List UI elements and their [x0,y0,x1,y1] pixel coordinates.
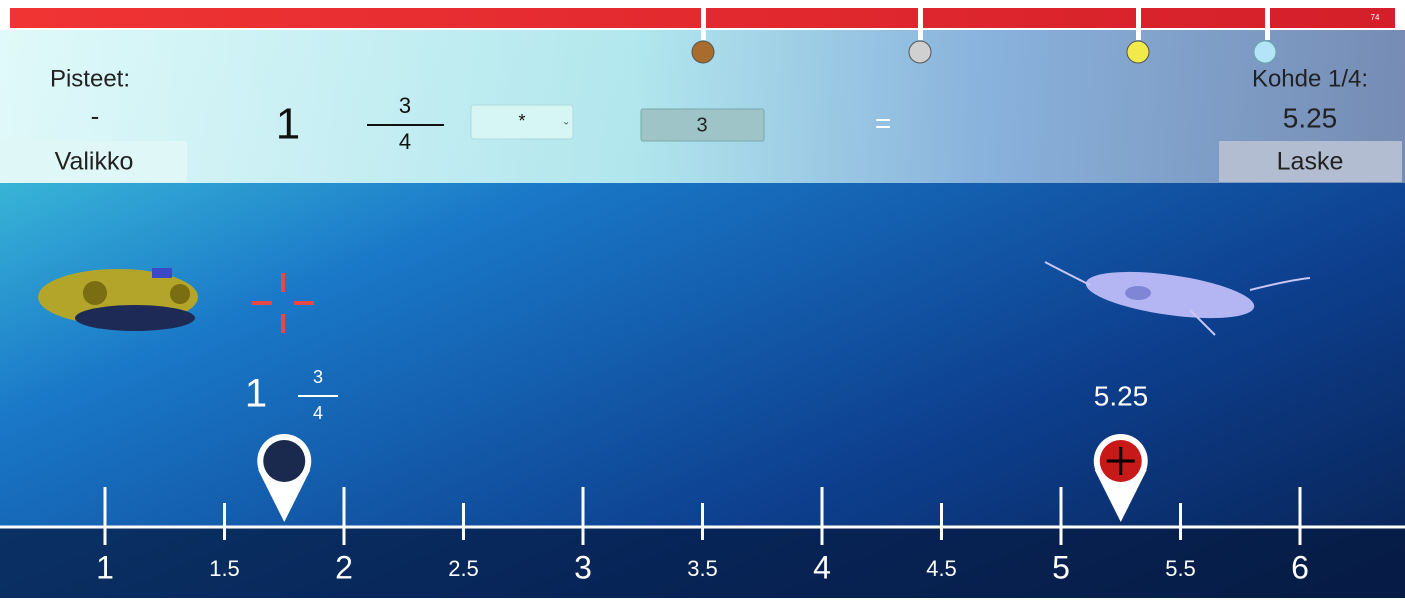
target-value-label: 5.25 [1094,380,1149,411]
calculate-button-label[interactable]: Laske [1277,148,1344,176]
denominator: 4 [399,129,411,154]
target-label: Kohde 1/4: [1252,65,1368,92]
player-numerator: 3 [313,367,323,387]
tick-label: 3 [574,549,592,585]
tick-label: 2 [335,549,353,585]
diamond-medal [1254,41,1276,63]
menu-button-label[interactable]: Valikko [55,148,134,176]
operator[interactable]: * [518,111,525,131]
whole: 1 [276,100,300,149]
player-denominator: 4 [313,403,323,423]
page: 74 Pisteet: - Valikko 1 3 4 * ⌄ 3 = Kohd… [0,0,1405,598]
dropdown-arrow: ⌄ [562,117,570,128]
tick-label: 2.5 [448,556,479,581]
tick-label: 4.5 [926,556,957,581]
gold-medal [1127,41,1149,63]
equals: = [875,107,891,138]
progress-label: 74 [1371,13,1380,22]
score-label: Pisteet: [50,65,130,92]
tick-label: 3.5 [687,556,718,581]
score: - [91,101,100,131]
numerator: 3 [399,93,411,118]
tick-label: 1 [96,549,114,585]
tick-label: 4 [813,549,831,585]
player-whole: 1 [245,372,267,416]
bronze-medal [692,41,714,63]
operand[interactable]: 3 [696,114,707,136]
tick-label: 1.5 [209,556,240,581]
tick-label: 5 [1052,549,1070,585]
silver-medal [909,41,931,63]
player-pin-icon [263,440,305,482]
game-view: 74 Pisteet: - Valikko 1 3 4 * ⌄ 3 = Kohd… [0,0,1405,598]
target: 5.25 [1283,102,1338,133]
tick-label: 5.5 [1165,556,1196,581]
tick-label: 6 [1291,549,1309,585]
